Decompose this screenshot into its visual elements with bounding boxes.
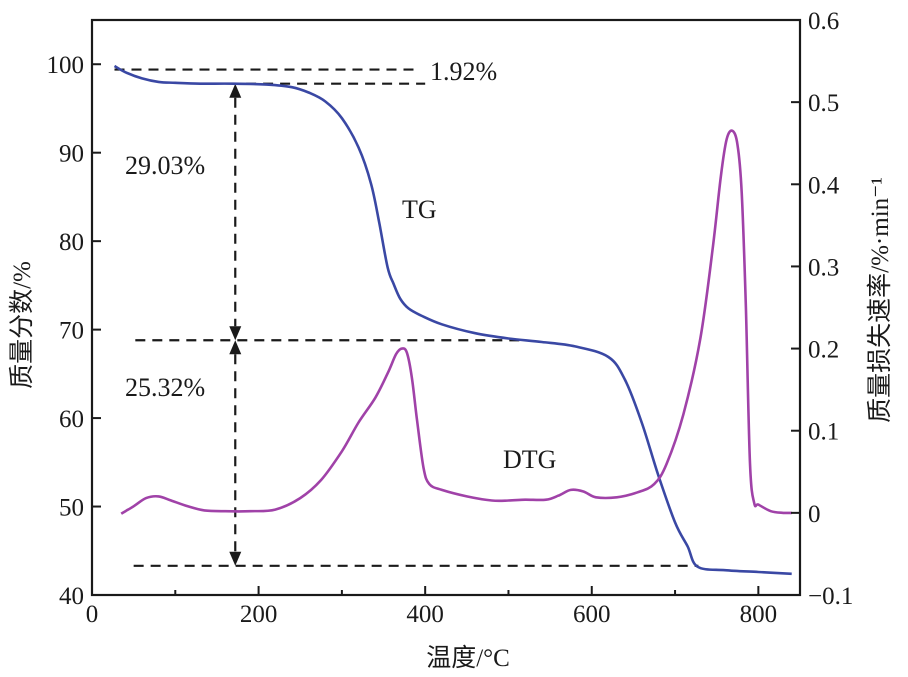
arrowhead-bottom xyxy=(229,551,242,566)
plot-frame xyxy=(90,18,802,597)
y-left-tick-label: 90 xyxy=(59,141,84,168)
label-dtg-curve: DTG xyxy=(503,445,556,474)
y-right-tick-label: 0.3 xyxy=(808,254,839,281)
y-right-tick-label: 0.4 xyxy=(808,172,840,199)
x-axis-label: 温度/°C xyxy=(426,644,510,672)
series-line-dtg xyxy=(120,129,792,515)
y-left-tick-label: 40 xyxy=(59,583,84,610)
label-tg-curve: TG xyxy=(402,195,437,224)
y-right-tick-label: 0.1 xyxy=(808,419,839,446)
reference-dashes xyxy=(114,68,699,567)
annotation-second-loss: 29.03% xyxy=(125,151,205,180)
axes-frame xyxy=(90,18,802,597)
annotation-first-loss: 1.92% xyxy=(430,57,497,86)
x-tick-label: 600 xyxy=(573,601,611,628)
x-tick-label: 400 xyxy=(406,601,444,628)
annotation-group: 1.92% 29.03% 25.32% TG DTG xyxy=(125,57,556,474)
y-right-tick-label: 0 xyxy=(808,501,821,528)
y-right-tick-label: −0.1 xyxy=(808,583,853,610)
y-axis-left-label: 质量分数/% xyxy=(8,261,36,389)
y-axis-right-label: 质量损失速率/%·min⁻¹ xyxy=(866,177,894,423)
series-group xyxy=(113,64,792,576)
y-right-tick-label: 0.2 xyxy=(808,337,839,364)
arrowhead-top xyxy=(229,83,242,98)
y-right-tick-label: 0.5 xyxy=(808,90,839,117)
y-right-tick-label: 0.6 xyxy=(808,8,839,35)
annotation-third-loss: 25.32% xyxy=(125,373,205,402)
x-tick-label: 800 xyxy=(740,601,778,628)
y-left-tick-label: 50 xyxy=(59,495,84,522)
y-left-tick-label: 70 xyxy=(59,318,84,345)
arrowhead-mid-down xyxy=(229,326,242,341)
x-tick-label: 200 xyxy=(240,601,278,628)
y-left-tick-label: 60 xyxy=(59,406,84,433)
tick-group: 0 200 400 600 800 40 50 60 70 80 90 100 −0.1 0 0.1 0.2 0… xyxy=(47,8,854,628)
arrowhead-mid-up xyxy=(229,340,242,355)
series-line-tg xyxy=(113,64,792,576)
y-left-tick-label: 100 xyxy=(47,52,85,79)
x-tick-label: 0 xyxy=(86,601,99,628)
y-left-tick-label: 80 xyxy=(59,229,84,256)
